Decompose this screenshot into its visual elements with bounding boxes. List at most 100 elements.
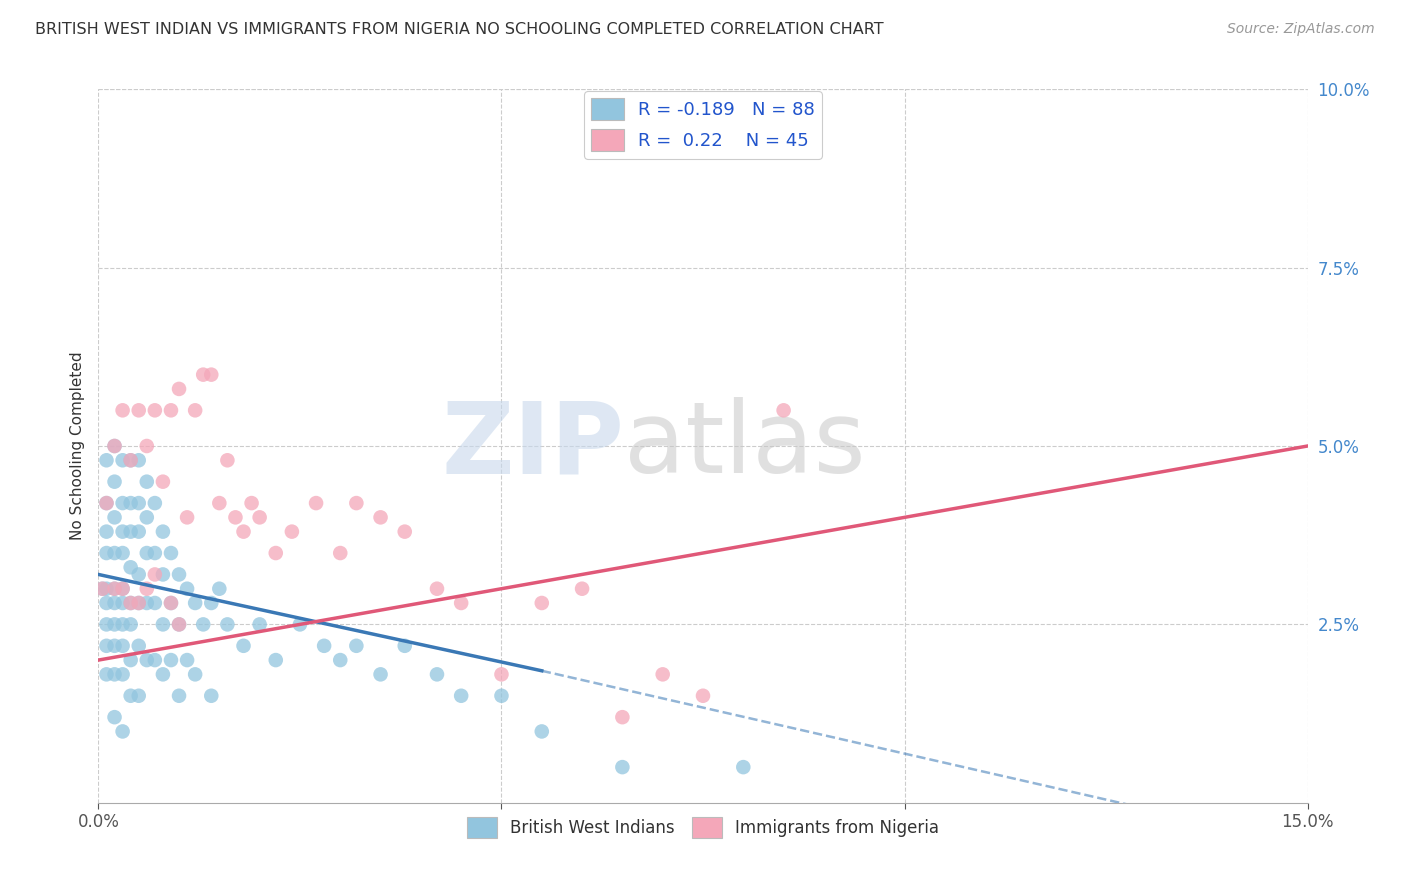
- Point: [208, 582, 231, 596]
- Point: [103, 546, 125, 560]
- Point: [111, 667, 134, 681]
- Point: [128, 596, 150, 610]
- Point: [733, 760, 755, 774]
- Point: [135, 510, 157, 524]
- Point: [120, 453, 142, 467]
- Point: [571, 582, 593, 596]
- Point: [120, 496, 142, 510]
- Point: [120, 617, 142, 632]
- Point: [96, 617, 118, 632]
- Point: [128, 403, 150, 417]
- Point: [120, 689, 142, 703]
- Point: [184, 667, 207, 681]
- Point: [111, 582, 134, 596]
- Point: [176, 582, 198, 596]
- Point: [111, 546, 134, 560]
- Point: [103, 510, 125, 524]
- Point: [344, 639, 367, 653]
- Point: [143, 546, 166, 560]
- Point: [530, 596, 553, 610]
- Point: [249, 617, 271, 632]
- Point: [612, 710, 634, 724]
- Point: [232, 524, 254, 539]
- Point: [530, 724, 553, 739]
- Point: [103, 667, 125, 681]
- Point: [120, 596, 142, 610]
- Point: [143, 496, 166, 510]
- Point: [143, 653, 166, 667]
- Point: [103, 639, 125, 653]
- Text: atlas: atlas: [624, 398, 866, 494]
- Point: [103, 710, 125, 724]
- Point: [426, 582, 449, 596]
- Point: [103, 439, 125, 453]
- Point: [120, 453, 142, 467]
- Point: [152, 567, 174, 582]
- Point: [184, 596, 207, 610]
- Point: [193, 617, 215, 632]
- Point: [394, 524, 416, 539]
- Point: [314, 639, 336, 653]
- Point: [96, 546, 118, 560]
- Point: [120, 596, 142, 610]
- Point: [135, 439, 157, 453]
- Point: [450, 689, 472, 703]
- Point: [200, 368, 222, 382]
- Point: [120, 524, 142, 539]
- Point: [152, 667, 174, 681]
- Point: [394, 639, 416, 653]
- Point: [128, 689, 150, 703]
- Point: [96, 524, 118, 539]
- Point: [103, 617, 125, 632]
- Y-axis label: No Schooling Completed: No Schooling Completed: [69, 351, 84, 541]
- Point: [96, 496, 118, 510]
- Point: [128, 567, 150, 582]
- Point: [160, 403, 183, 417]
- Point: [184, 403, 207, 417]
- Point: [111, 596, 134, 610]
- Point: [176, 653, 198, 667]
- Point: [329, 546, 352, 560]
- Point: [135, 546, 157, 560]
- Point: [329, 653, 352, 667]
- Point: [111, 724, 134, 739]
- Point: [128, 496, 150, 510]
- Point: [167, 617, 190, 632]
- Point: [103, 596, 125, 610]
- Point: [103, 475, 125, 489]
- Point: [288, 617, 311, 632]
- Point: [176, 510, 198, 524]
- Point: [128, 453, 150, 467]
- Point: [96, 639, 118, 653]
- Point: [217, 453, 239, 467]
- Point: [450, 596, 472, 610]
- Point: [152, 475, 174, 489]
- Point: [135, 475, 157, 489]
- Point: [224, 510, 246, 524]
- Point: [143, 403, 166, 417]
- Point: [370, 510, 392, 524]
- Point: [167, 617, 190, 632]
- Point: [111, 403, 134, 417]
- Point: [232, 639, 254, 653]
- Point: [111, 582, 134, 596]
- Point: [91, 582, 114, 596]
- Point: [160, 596, 183, 610]
- Point: [143, 596, 166, 610]
- Point: [120, 560, 142, 574]
- Point: [143, 567, 166, 582]
- Point: [96, 596, 118, 610]
- Point: [91, 582, 114, 596]
- Point: [103, 439, 125, 453]
- Point: [692, 689, 714, 703]
- Point: [264, 653, 287, 667]
- Point: [651, 667, 673, 681]
- Point: [103, 582, 125, 596]
- Point: [612, 760, 634, 774]
- Point: [111, 524, 134, 539]
- Point: [281, 524, 304, 539]
- Point: [111, 496, 134, 510]
- Point: [160, 546, 183, 560]
- Point: [200, 596, 222, 610]
- Point: [103, 582, 125, 596]
